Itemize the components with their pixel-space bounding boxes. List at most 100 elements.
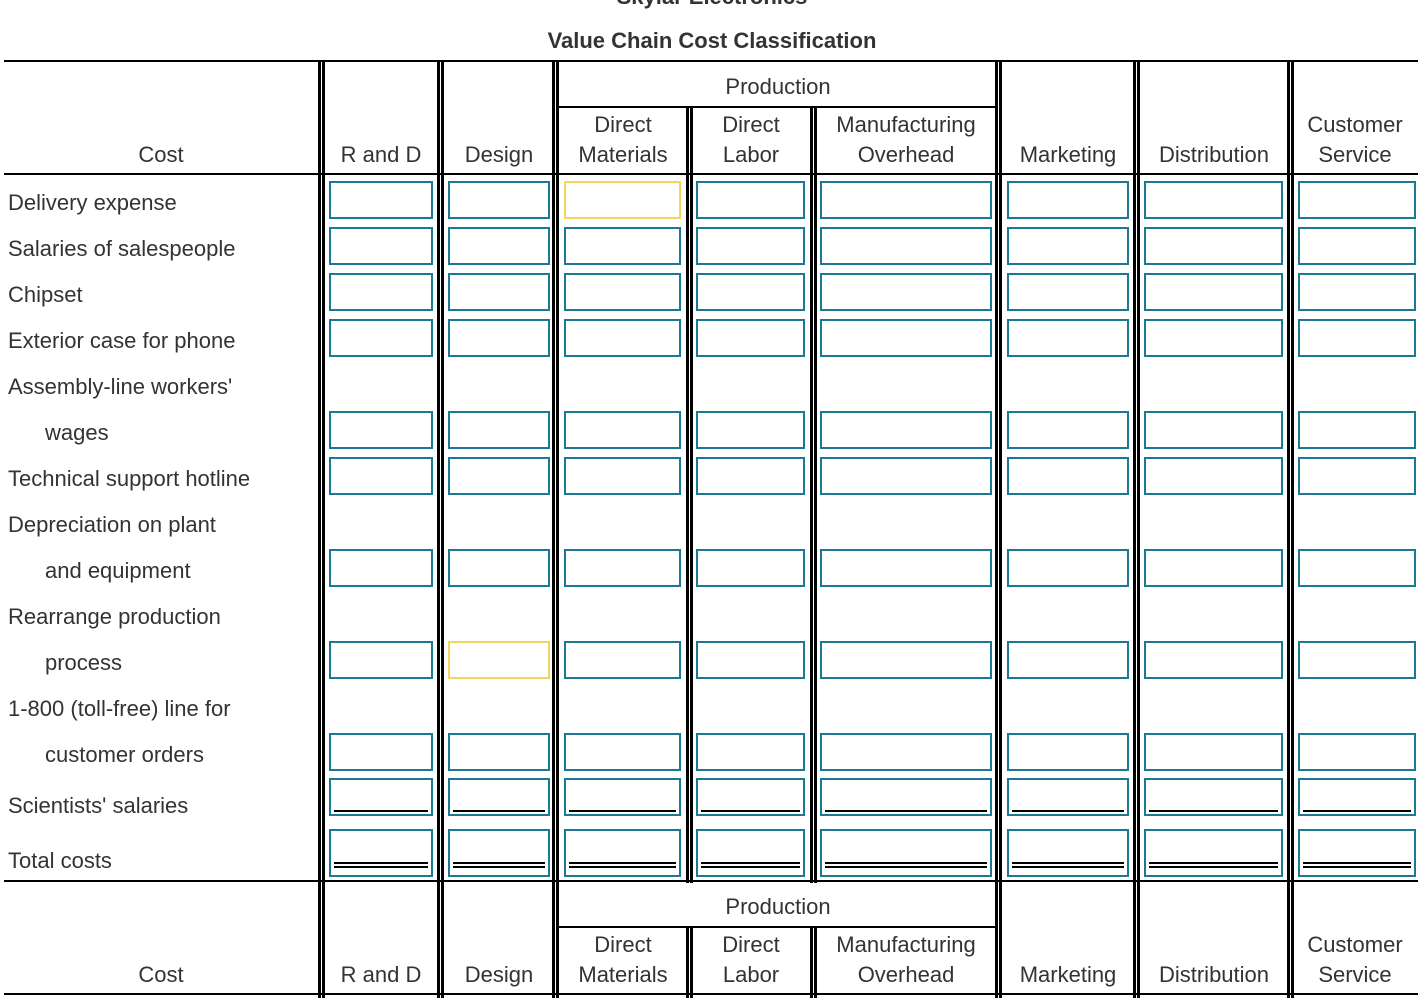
header-direct-labor-line1: Direct <box>722 932 780 957</box>
input-distribution[interactable] <box>1144 411 1283 449</box>
input-manufacturing-overhead[interactable] <box>820 733 992 771</box>
input-design[interactable] <box>448 733 550 771</box>
input-distribution[interactable] <box>1144 273 1283 311</box>
input-rand-d[interactable] <box>329 181 433 219</box>
input-rand-d[interactable] <box>329 641 433 679</box>
input-customer-service[interactable] <box>1298 829 1416 877</box>
input-customer-service[interactable] <box>1298 273 1416 311</box>
input-marketing[interactable] <box>1007 778 1129 816</box>
input-distribution[interactable] <box>1144 733 1283 771</box>
input-direct-labor[interactable] <box>696 273 805 311</box>
input-direct-materials[interactable] <box>564 273 681 311</box>
input-design[interactable] <box>448 227 550 265</box>
input-design[interactable] <box>448 181 550 219</box>
input-customer-service[interactable] <box>1298 227 1416 265</box>
input-manufacturing-overhead[interactable] <box>820 273 992 311</box>
input-direct-materials[interactable] <box>564 641 681 679</box>
input-rand-d[interactable] <box>329 733 433 771</box>
input-design[interactable] <box>448 457 550 495</box>
input-distribution[interactable] <box>1144 829 1283 877</box>
row-label: Assembly-line workers' <box>8 374 233 399</box>
input-customer-service[interactable] <box>1298 641 1416 679</box>
input-direct-materials[interactable] <box>564 549 681 587</box>
input-rand-d[interactable] <box>329 829 433 877</box>
input-distribution[interactable] <box>1144 549 1283 587</box>
input-direct-labor[interactable] <box>696 181 805 219</box>
input-direct-materials[interactable] <box>564 411 681 449</box>
input-direct-materials[interactable] <box>564 778 681 816</box>
input-direct-labor[interactable] <box>696 457 805 495</box>
input-customer-service[interactable] <box>1298 778 1416 816</box>
total-double-rule <box>1303 862 1411 868</box>
input-rand-d[interactable] <box>329 227 433 265</box>
input-design[interactable] <box>448 778 550 816</box>
input-direct-materials[interactable] <box>564 181 681 219</box>
input-rand-d[interactable] <box>329 411 433 449</box>
input-direct-labor[interactable] <box>696 641 805 679</box>
input-distribution[interactable] <box>1144 641 1283 679</box>
input-direct-labor[interactable] <box>696 227 805 265</box>
input-marketing[interactable] <box>1007 273 1129 311</box>
input-direct-materials[interactable] <box>564 829 681 877</box>
input-rand-d[interactable] <box>329 549 433 587</box>
input-direct-labor[interactable] <box>696 778 805 816</box>
input-marketing[interactable] <box>1007 549 1129 587</box>
input-rand-d[interactable] <box>329 457 433 495</box>
input-design[interactable] <box>448 641 550 679</box>
input-marketing[interactable] <box>1007 733 1129 771</box>
header-marketing-line2: Marketing <box>1019 142 1117 167</box>
column-divider <box>1287 60 1290 998</box>
input-design[interactable] <box>448 829 550 877</box>
subtotal-rule <box>1303 810 1411 812</box>
input-manufacturing-overhead[interactable] <box>820 829 992 877</box>
input-customer-service[interactable] <box>1298 549 1416 587</box>
input-manufacturing-overhead[interactable] <box>820 411 992 449</box>
input-marketing[interactable] <box>1007 181 1129 219</box>
input-manufacturing-overhead[interactable] <box>820 319 992 357</box>
input-rand-d[interactable] <box>329 778 433 816</box>
input-design[interactable] <box>448 319 550 357</box>
input-customer-service[interactable] <box>1298 181 1416 219</box>
input-direct-labor[interactable] <box>696 319 805 357</box>
input-marketing[interactable] <box>1007 829 1129 877</box>
input-distribution[interactable] <box>1144 181 1283 219</box>
row-label: 1-800 (toll-free) line for <box>8 696 231 721</box>
input-rand-d[interactable] <box>329 273 433 311</box>
company-name: Skylar Electronics <box>0 0 1418 8</box>
input-direct-labor[interactable] <box>696 733 805 771</box>
input-customer-service[interactable] <box>1298 319 1416 357</box>
input-design[interactable] <box>448 549 550 587</box>
input-distribution[interactable] <box>1144 319 1283 357</box>
input-distribution[interactable] <box>1144 457 1283 495</box>
input-manufacturing-overhead[interactable] <box>820 457 992 495</box>
input-marketing[interactable] <box>1007 319 1129 357</box>
input-direct-labor[interactable] <box>696 411 805 449</box>
input-marketing[interactable] <box>1007 641 1129 679</box>
input-distribution[interactable] <box>1144 778 1283 816</box>
input-direct-labor[interactable] <box>696 829 805 877</box>
input-rand-d[interactable] <box>329 319 433 357</box>
input-direct-materials[interactable] <box>564 319 681 357</box>
production-gap-mask <box>814 62 817 107</box>
input-manufacturing-overhead[interactable] <box>820 181 992 219</box>
input-marketing[interactable] <box>1007 457 1129 495</box>
input-direct-materials[interactable] <box>564 457 681 495</box>
input-direct-labor[interactable] <box>696 549 805 587</box>
header-direct-materials-line1: Direct <box>594 932 652 957</box>
input-design[interactable] <box>448 273 550 311</box>
input-manufacturing-overhead[interactable] <box>820 549 992 587</box>
input-customer-service[interactable] <box>1298 733 1416 771</box>
input-manufacturing-overhead[interactable] <box>820 778 992 816</box>
input-customer-service[interactable] <box>1298 457 1416 495</box>
input-manufacturing-overhead[interactable] <box>820 641 992 679</box>
input-customer-service[interactable] <box>1298 411 1416 449</box>
column-divider <box>556 60 559 998</box>
input-marketing[interactable] <box>1007 227 1129 265</box>
input-manufacturing-overhead[interactable] <box>820 227 992 265</box>
input-design[interactable] <box>448 411 550 449</box>
input-direct-materials[interactable] <box>564 733 681 771</box>
input-marketing[interactable] <box>1007 411 1129 449</box>
column-divider <box>552 60 555 998</box>
input-direct-materials[interactable] <box>564 227 681 265</box>
input-distribution[interactable] <box>1144 227 1283 265</box>
